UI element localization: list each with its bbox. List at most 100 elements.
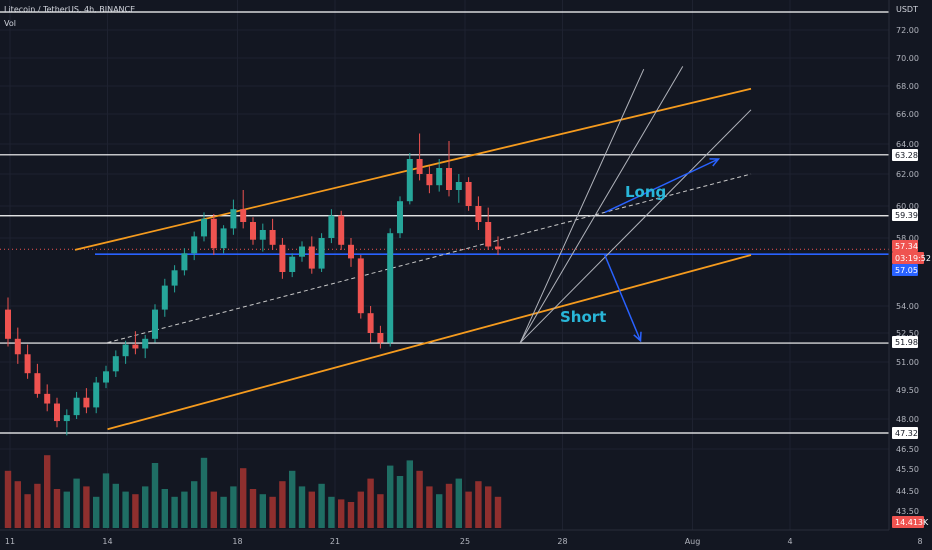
symbol-title: Litecoin / TetherUS, 4h, BINANCE bbox=[4, 5, 136, 14]
volume-bar bbox=[406, 460, 413, 528]
time-tick-label: 18 bbox=[232, 537, 242, 546]
price-tick-label: 43.50 bbox=[896, 507, 919, 516]
price-tick-label: 45.50 bbox=[896, 465, 919, 474]
volume-bar bbox=[367, 478, 374, 528]
candle-body bbox=[446, 168, 452, 190]
volume-bar bbox=[240, 468, 247, 528]
currency-label: USDT bbox=[896, 5, 918, 14]
candle-body bbox=[485, 222, 492, 247]
candle-body bbox=[93, 382, 100, 408]
volume-bar bbox=[4, 470, 12, 528]
candle-body bbox=[230, 209, 237, 229]
volume-bar bbox=[102, 473, 110, 528]
volume-bar bbox=[171, 496, 178, 528]
volume-bar bbox=[485, 486, 492, 528]
volume-bar bbox=[298, 486, 306, 528]
volume-bar bbox=[289, 470, 296, 528]
volume-bar bbox=[465, 491, 472, 528]
candle-body bbox=[348, 244, 354, 259]
volume-bar bbox=[259, 494, 266, 528]
fan-line bbox=[519, 66, 684, 343]
time-tick-label: 11 bbox=[5, 537, 15, 546]
candle-body bbox=[44, 393, 51, 404]
time-tick-label: 8 bbox=[917, 537, 922, 546]
candle-body bbox=[83, 397, 90, 408]
candle-body bbox=[397, 201, 403, 234]
candle-body bbox=[5, 309, 11, 339]
price-label-box bbox=[892, 336, 918, 348]
price-tick-label: 51.00 bbox=[896, 358, 919, 367]
volume-bar bbox=[191, 481, 198, 528]
price-label-box bbox=[892, 209, 918, 221]
price-tick-label: 54.00 bbox=[896, 302, 919, 311]
price-tick-label: 72.00 bbox=[896, 26, 919, 35]
price-label-text: 57.05 bbox=[895, 266, 918, 275]
candle-body bbox=[455, 182, 462, 190]
volume-bar bbox=[151, 463, 159, 528]
trendlines bbox=[74, 66, 752, 431]
price-tick-label: 44.50 bbox=[896, 487, 919, 496]
short-arrow-head bbox=[633, 331, 642, 343]
volume-bar bbox=[328, 496, 335, 528]
candle-body bbox=[338, 215, 345, 245]
volume-bar bbox=[34, 483, 41, 528]
volume-bar bbox=[416, 470, 423, 528]
volume-bar bbox=[73, 478, 80, 528]
candle-body bbox=[73, 397, 80, 416]
volume-bar bbox=[357, 491, 364, 528]
price-label-text: 63.28 bbox=[895, 151, 918, 160]
volume-bar bbox=[455, 478, 462, 528]
candle-body bbox=[152, 309, 158, 339]
candle-body bbox=[308, 246, 315, 269]
volume-bar bbox=[426, 486, 433, 528]
candle-body bbox=[24, 354, 31, 374]
price-label-box bbox=[892, 516, 924, 528]
short-annotation[interactable]: Short bbox=[560, 308, 607, 326]
candle-body bbox=[103, 371, 109, 383]
price-axis: USDT72.0070.0068.0066.0064.0062.0060.005… bbox=[888, 0, 932, 550]
volume-bar bbox=[122, 491, 129, 528]
volume-bar bbox=[200, 457, 208, 528]
candle-body bbox=[210, 218, 217, 249]
price-tick-label: 60.00 bbox=[896, 202, 919, 211]
candle-body bbox=[161, 285, 168, 310]
price-label-text: 57.34 bbox=[895, 242, 918, 251]
volume-bar bbox=[14, 481, 21, 528]
candle-body bbox=[240, 209, 247, 222]
long-annotation[interactable]: Long bbox=[625, 183, 667, 201]
time-tick-label: 21 bbox=[330, 537, 340, 546]
volume-bar bbox=[142, 486, 149, 528]
candle-body bbox=[171, 270, 178, 286]
volume-bar bbox=[279, 481, 286, 528]
volume-bar bbox=[53, 489, 61, 528]
price-tick-label: 52.50 bbox=[896, 329, 919, 338]
price-label-text: 51.98 bbox=[895, 338, 918, 347]
volume-bar bbox=[494, 496, 502, 528]
candle-body bbox=[495, 246, 501, 250]
volume-bar bbox=[445, 483, 453, 528]
price-label-text: 47.32 bbox=[895, 429, 918, 438]
candle-body bbox=[279, 244, 286, 272]
volume-bar bbox=[83, 486, 90, 528]
volume-bar bbox=[269, 496, 276, 528]
candle-body bbox=[54, 403, 60, 422]
candle-body bbox=[436, 168, 443, 186]
candle-body bbox=[201, 218, 207, 237]
candle-body bbox=[406, 159, 413, 202]
candle-body bbox=[328, 215, 335, 238]
candle-body bbox=[367, 313, 374, 333]
price-label-text: 59.39 bbox=[895, 211, 918, 220]
time-tick-label: 25 bbox=[460, 537, 470, 546]
price-tick-label: 62.00 bbox=[896, 170, 919, 179]
volume-bar bbox=[475, 481, 482, 528]
candle-body bbox=[426, 174, 433, 186]
price-label-text: 03:19:52 bbox=[895, 254, 931, 263]
candle-body bbox=[465, 182, 472, 206]
long-arrow bbox=[604, 158, 719, 214]
volume-bar bbox=[220, 496, 227, 528]
price-tick-label: 58.00 bbox=[896, 234, 919, 243]
volume-bar bbox=[181, 491, 188, 528]
price-label-box bbox=[892, 240, 918, 252]
long-arrow-head bbox=[709, 158, 721, 167]
